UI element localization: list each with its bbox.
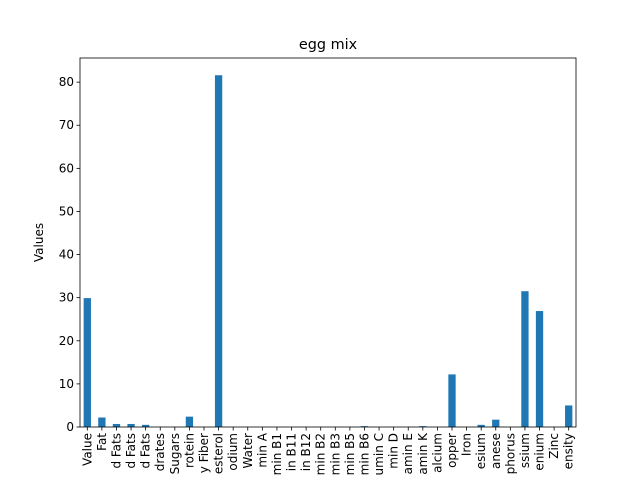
y-tick-label: 20 bbox=[59, 334, 74, 348]
x-tick-label: Zinc bbox=[547, 433, 561, 459]
x-tick-label: in B12 bbox=[299, 433, 313, 471]
x-tick-label: Sugars bbox=[168, 433, 182, 474]
x-tick-label: Iron bbox=[460, 433, 474, 456]
x-tick-label: min B5 bbox=[343, 433, 357, 475]
bar bbox=[83, 298, 91, 427]
bar bbox=[185, 416, 194, 427]
bar bbox=[214, 75, 223, 428]
x-tick-label: y Fiber bbox=[197, 433, 211, 473]
bar bbox=[127, 423, 135, 427]
y-tick-label: 60 bbox=[59, 161, 74, 175]
x-tick-label: umin C bbox=[372, 433, 386, 475]
x-tick-label: min B6 bbox=[357, 433, 371, 475]
y-tick-label: 80 bbox=[59, 75, 74, 89]
x-tick-label: enium bbox=[533, 433, 547, 471]
bar bbox=[565, 405, 573, 427]
x-tick-label: alcium bbox=[430, 433, 444, 473]
bar bbox=[98, 417, 106, 427]
x-tick-label: Water bbox=[241, 433, 255, 469]
x-tick-label: rotein bbox=[182, 433, 196, 468]
bar bbox=[360, 426, 369, 427]
x-tick-label: esterol bbox=[212, 433, 226, 474]
y-tick-label: 30 bbox=[59, 291, 74, 305]
bar bbox=[492, 419, 500, 427]
bars-group bbox=[83, 75, 573, 428]
x-tick-label: ssium bbox=[518, 433, 532, 468]
x-tick-label: opper bbox=[445, 433, 459, 468]
y-tick-label: 70 bbox=[59, 118, 74, 132]
x-tick-label: amin K bbox=[416, 432, 430, 475]
x-tick-label: d Fats bbox=[139, 433, 153, 469]
x-tick-label: in B11 bbox=[285, 433, 299, 471]
x-tick-label: anese bbox=[489, 433, 503, 469]
bar bbox=[419, 426, 427, 427]
x-tick-label: drates bbox=[153, 433, 167, 471]
bar bbox=[142, 424, 150, 427]
y-tick-label: 10 bbox=[59, 377, 74, 391]
bar bbox=[112, 423, 121, 427]
y-axis-ticks: 0 10 20 30 40 50 60 70 80 bbox=[59, 75, 80, 434]
x-tick-label: min D bbox=[387, 433, 401, 469]
bar bbox=[521, 291, 529, 427]
y-tick-label: 0 bbox=[66, 420, 74, 434]
x-tick-label: Value bbox=[80, 433, 94, 466]
y-tick-label: 50 bbox=[59, 204, 74, 218]
y-tick-label: 40 bbox=[59, 248, 74, 262]
x-tick-label: Fat bbox=[95, 433, 109, 451]
x-tick-label: d Fats bbox=[109, 433, 123, 469]
plot-frame bbox=[79, 57, 577, 428]
x-tick-label: amin E bbox=[401, 433, 415, 474]
x-tick-label: min B2 bbox=[314, 433, 328, 475]
x-tick-label: esium bbox=[474, 433, 488, 469]
y-axis-label: Values bbox=[32, 223, 46, 262]
x-tick-label: ensity bbox=[562, 433, 576, 469]
x-axis-ticks: Value Fat d Fats d Fats d Fats drates Sugars ro… bbox=[80, 427, 576, 475]
x-tick-label: min A bbox=[255, 432, 269, 467]
x-tick-label: odium bbox=[226, 433, 240, 471]
chart-title: egg mix bbox=[299, 37, 358, 53]
bar bbox=[477, 424, 485, 427]
x-tick-label: phorus bbox=[503, 433, 517, 474]
bar bbox=[448, 374, 456, 427]
bar bbox=[535, 311, 544, 427]
x-tick-label: min B1 bbox=[270, 433, 284, 475]
x-tick-label: d Fats bbox=[124, 433, 138, 469]
x-tick-label: min B3 bbox=[328, 433, 342, 475]
